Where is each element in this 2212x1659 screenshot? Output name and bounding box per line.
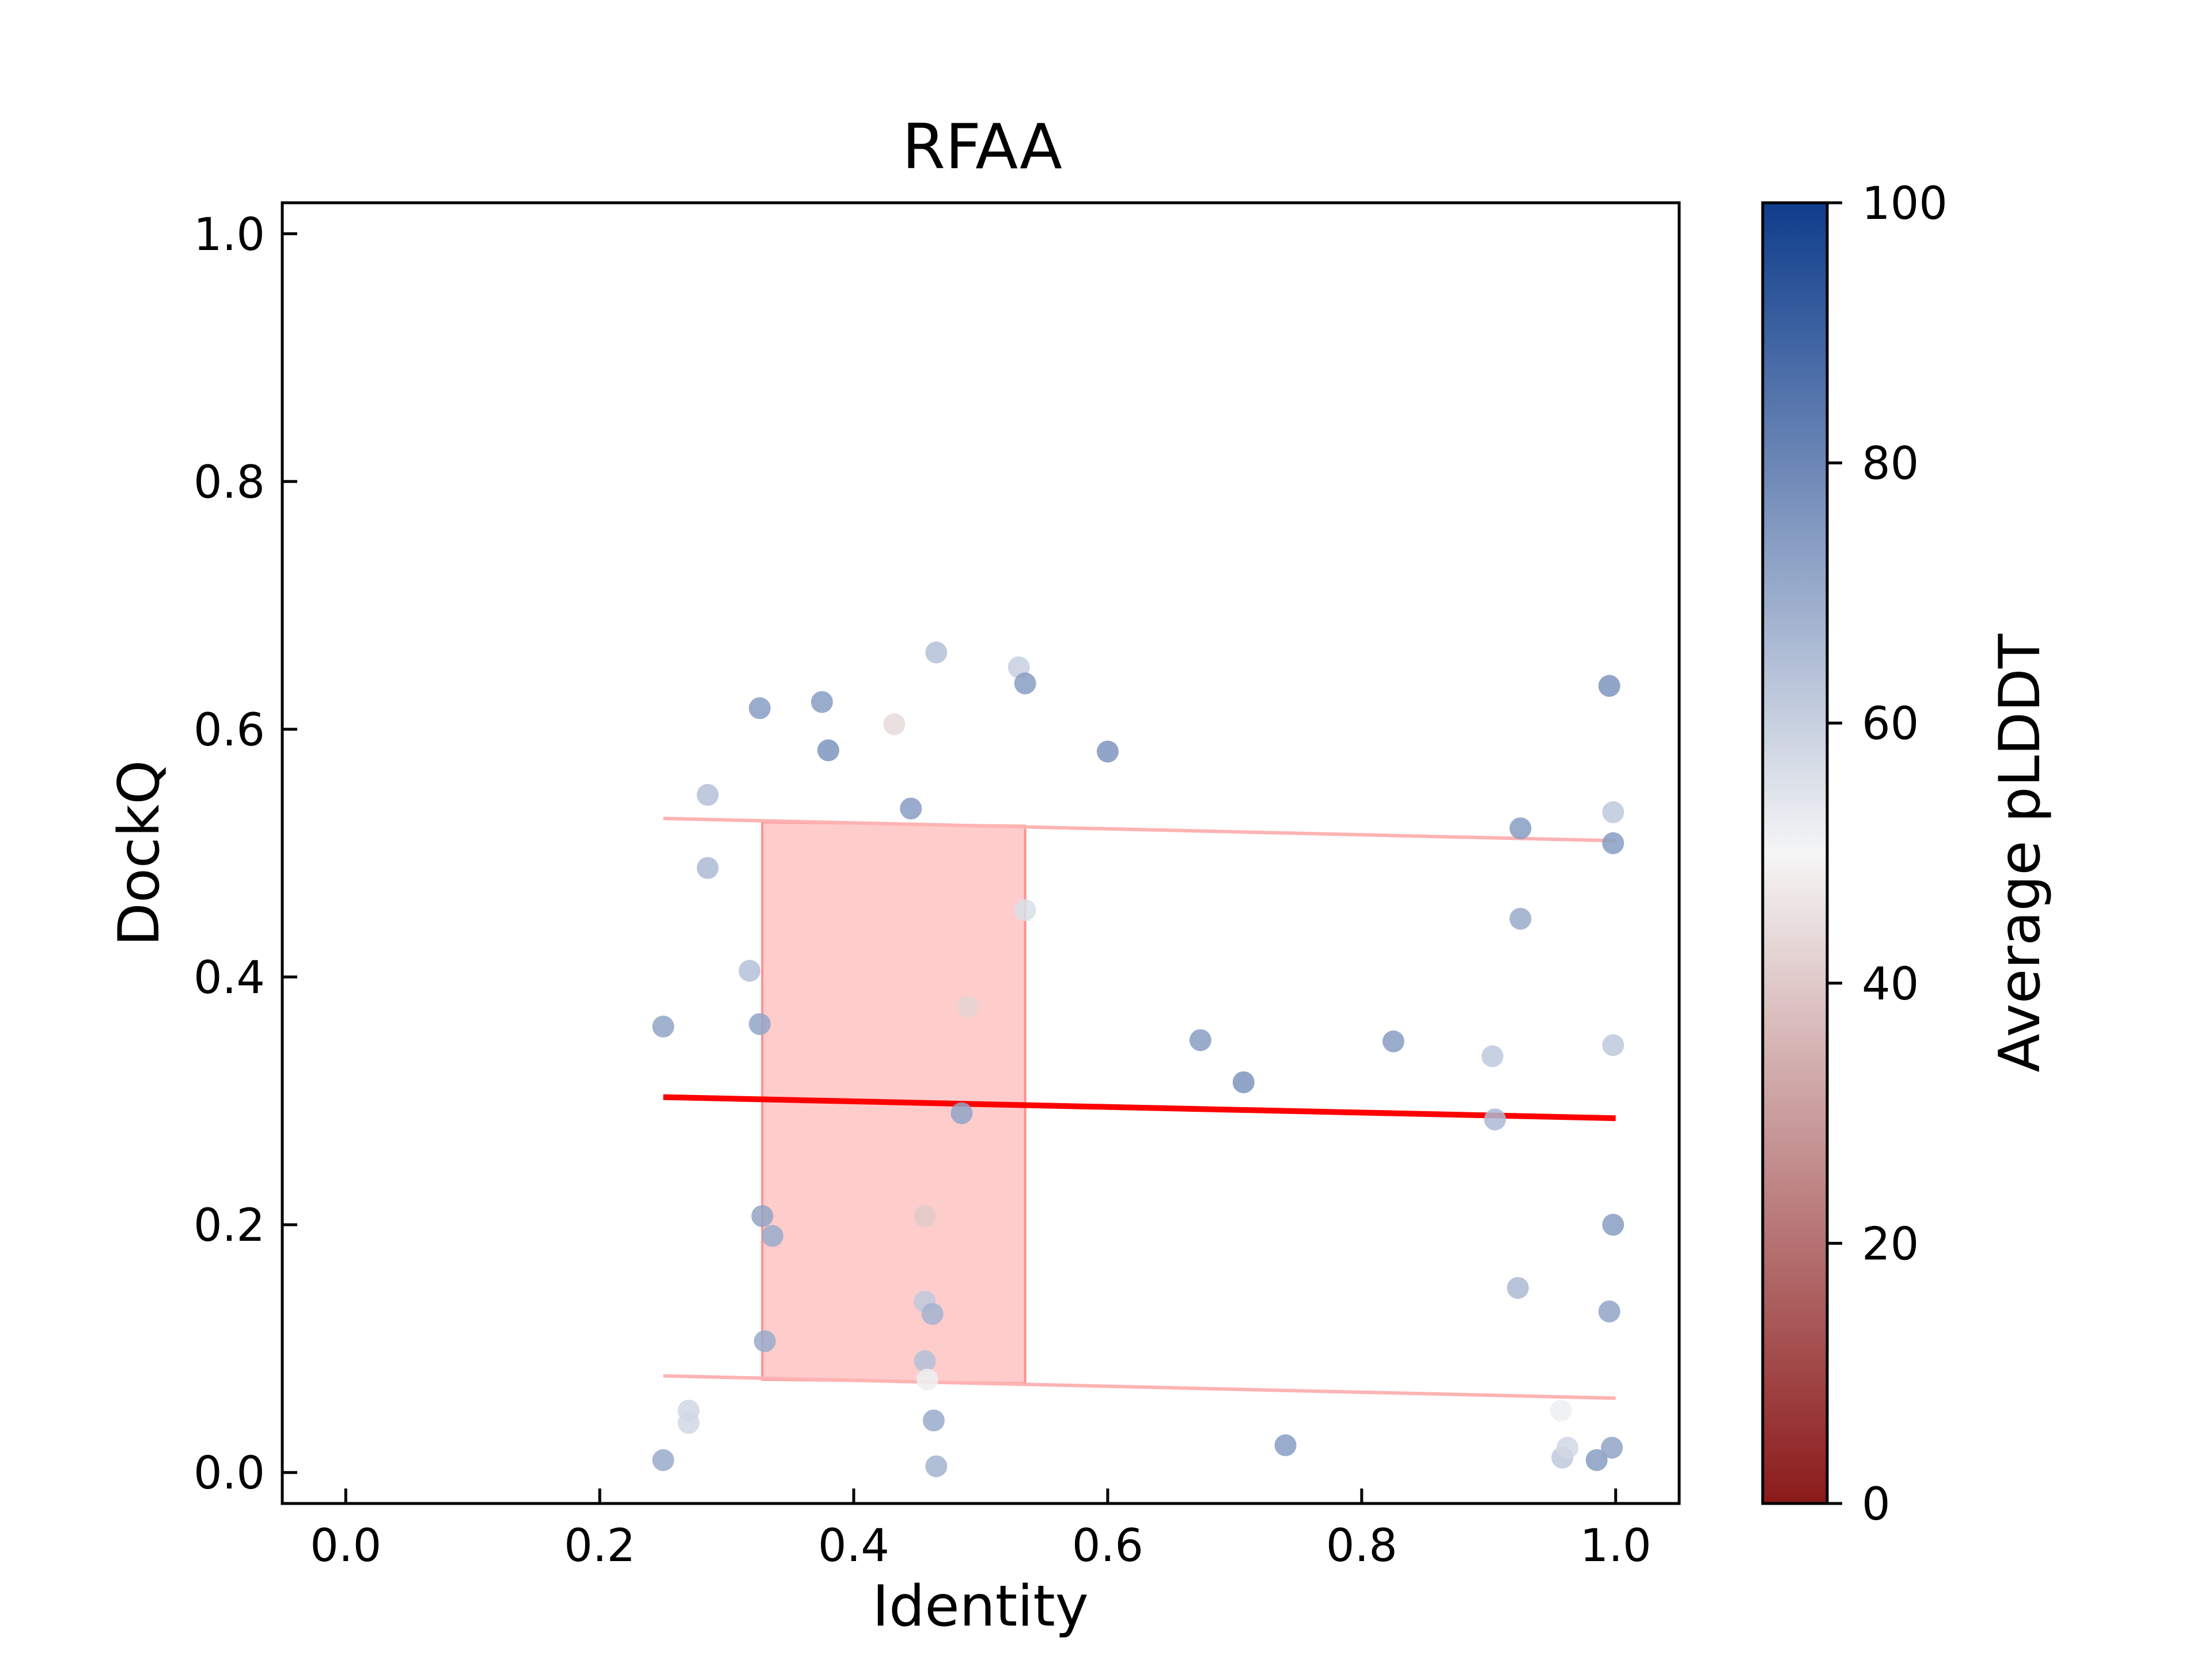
scatter-point <box>1550 1399 1572 1422</box>
scatter-point <box>914 1350 936 1372</box>
scatter-point <box>1232 1071 1255 1093</box>
x-tick-label: 0.4 <box>818 1520 889 1572</box>
scatter-point <box>1509 907 1532 930</box>
y-axis: 0.0 0.2 0.4 0.6 0.8 1.0 <box>194 209 297 1499</box>
scatter-point <box>817 739 839 762</box>
x-tick-label: 0.2 <box>564 1520 635 1572</box>
scatter-point <box>696 783 719 806</box>
band-upper-line <box>663 816 1616 843</box>
colorbar-tick-label: 40 <box>1862 959 1919 1010</box>
scatter-point <box>1507 1277 1529 1299</box>
x-axis-label: Identity <box>872 1574 1089 1639</box>
scatter-point <box>748 1013 771 1035</box>
x-tick-label: 0.6 <box>1072 1520 1143 1572</box>
scatter-point <box>1602 832 1624 854</box>
scatter-point <box>696 857 719 879</box>
scatter-point <box>1556 1437 1578 1459</box>
colorbar-tick-label: 60 <box>1862 698 1919 750</box>
chart-title: RFAA <box>902 111 1062 183</box>
colorbar-tick-label: 0 <box>1862 1479 1891 1531</box>
scatter-point <box>914 1205 936 1228</box>
scatter-point <box>652 1016 675 1038</box>
scatter-point <box>1602 801 1624 824</box>
scatter-point <box>1598 675 1620 697</box>
plot-frame <box>281 201 1681 1505</box>
band-lower-line <box>663 1374 1616 1400</box>
y-tick-label: 0.8 <box>194 457 265 509</box>
scatter-point <box>925 1455 948 1478</box>
scatter-point <box>950 1102 973 1124</box>
colorbar-tick-label: 20 <box>1862 1218 1919 1270</box>
scatter-point <box>1509 817 1532 839</box>
scatter-point <box>1602 1034 1624 1056</box>
colorbar <box>1761 201 1829 1505</box>
x-axis: 0.0 0.2 0.4 0.6 0.8 1.0 <box>310 1488 1652 1572</box>
regression-line <box>663 1094 1616 1122</box>
scatter-point <box>652 1449 675 1471</box>
colorbar-tick-label: 80 <box>1862 438 1919 490</box>
scatter-point <box>1014 899 1036 921</box>
scatter-point <box>1014 672 1036 695</box>
scatter-point <box>677 1412 700 1434</box>
plot-area <box>652 641 1624 1478</box>
y-tick-label: 0.2 <box>194 1200 265 1252</box>
scatter-point <box>883 713 906 736</box>
x-tick-label: 0.0 <box>310 1520 381 1572</box>
y-axis-label: DockQ <box>107 760 172 946</box>
scatter-point <box>748 697 771 719</box>
x-tick-label: 0.8 <box>1326 1520 1397 1572</box>
colorbar-axis: 0 20 40 60 80 100 <box>1827 178 1948 1531</box>
colorbar-label: Average pLDDT <box>1987 633 2053 1072</box>
scatter-point <box>916 1368 938 1391</box>
scatter-point <box>751 1205 774 1228</box>
scatter-point <box>1382 1030 1404 1052</box>
scatter-point <box>810 691 833 713</box>
scatter-point <box>738 960 761 982</box>
scatter-point <box>761 1225 783 1247</box>
scatter-point <box>1274 1434 1297 1456</box>
scatter-point <box>925 641 948 664</box>
scatter-point <box>921 1302 944 1325</box>
x-tick-label: 1.0 <box>1580 1520 1652 1572</box>
scatter-point <box>1189 1029 1211 1051</box>
scatter-point <box>900 797 922 820</box>
y-tick-label: 0.4 <box>194 952 265 1004</box>
scatter-point <box>1601 1437 1623 1459</box>
y-tick-label: 0.6 <box>194 704 265 756</box>
scatter-point <box>1096 740 1119 763</box>
scatter-point <box>1598 1300 1620 1323</box>
colorbar-tick-label: 100 <box>1862 178 1948 230</box>
scatter-point <box>1602 1214 1624 1236</box>
scatter-point <box>957 995 979 1018</box>
scatter-point <box>1484 1108 1506 1131</box>
y-tick-label: 1.0 <box>194 209 265 261</box>
scatter-point <box>753 1330 776 1353</box>
scatter-point <box>922 1409 945 1431</box>
y-tick-label: 0.0 <box>194 1448 265 1499</box>
scatter-point <box>1481 1045 1503 1067</box>
scatter-point <box>1585 1449 1608 1471</box>
